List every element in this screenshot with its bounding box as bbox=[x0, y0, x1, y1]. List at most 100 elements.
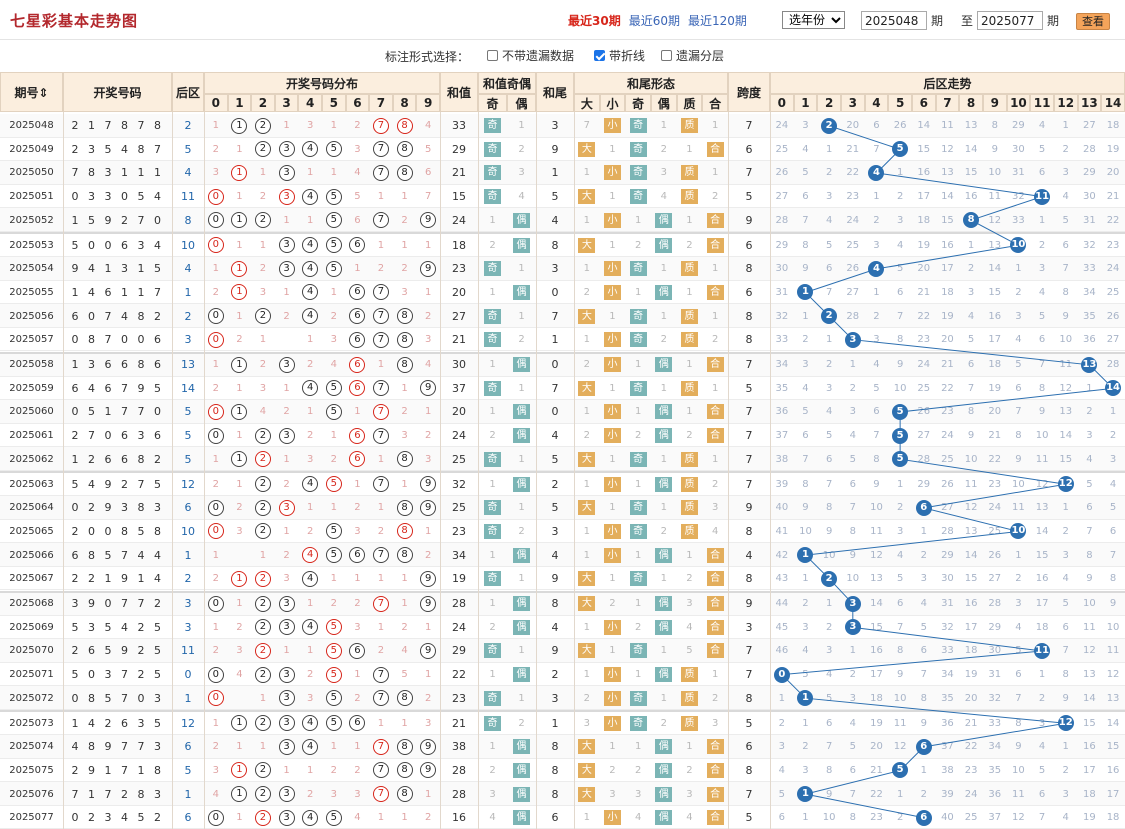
tail-form-cell: 质 bbox=[677, 520, 703, 544]
back-miss: 23 bbox=[988, 478, 1002, 490]
back-miss: 1 bbox=[1038, 669, 1046, 681]
checkbox-checked-icon[interactable] bbox=[594, 50, 605, 61]
year-select[interactable]: 选年份 bbox=[782, 11, 845, 29]
back-trend-cell-3: 6 bbox=[841, 473, 865, 497]
parity-tag: 4 bbox=[489, 812, 496, 824]
back-trend-cell-3: 7 bbox=[841, 782, 865, 806]
period-cell: 2025057 bbox=[9, 334, 54, 346]
back-miss: 13 bbox=[1083, 669, 1096, 681]
tail-form-tag: 合 bbox=[706, 284, 724, 300]
tail-cell: 9 bbox=[551, 572, 559, 586]
period-cell: 2025064 bbox=[9, 502, 54, 514]
range-link-0[interactable]: 最近30期 bbox=[568, 14, 621, 28]
view-button[interactable]: 查看 bbox=[1076, 13, 1110, 30]
dist-hit-2: 2 bbox=[254, 762, 271, 779]
winning-digit: 4 bbox=[121, 142, 128, 156]
back-value: 5 bbox=[184, 763, 192, 777]
winning-digit: 7 bbox=[121, 548, 128, 562]
back-trend-cell-13: 31 bbox=[1078, 208, 1102, 232]
back-trend-cell-4: 15 bbox=[865, 616, 889, 640]
back-miss: 1 bbox=[802, 310, 809, 322]
tail-form-tag: 偶 bbox=[655, 237, 673, 253]
tail-form-cell: 偶 bbox=[651, 473, 677, 497]
tail-form-tag: 奇 bbox=[629, 308, 647, 324]
tail-form-cell: 合 bbox=[702, 639, 728, 663]
tail-form-cell: 1 bbox=[600, 138, 626, 162]
dist-cell-4: 1 bbox=[298, 208, 322, 232]
back-trend-cell-0: 35 bbox=[770, 377, 794, 401]
back-trend-cell-11: 13 bbox=[1030, 496, 1054, 520]
back-miss: 10 bbox=[1059, 334, 1073, 346]
back-miss: 4 bbox=[825, 669, 833, 681]
winning-digit: 2 bbox=[88, 811, 95, 825]
from-period-input[interactable] bbox=[861, 11, 927, 30]
range-link-1[interactable]: 最近60期 bbox=[628, 14, 680, 28]
back-trend-cell-4: 3 bbox=[865, 234, 889, 258]
sum-cell: 29 bbox=[452, 142, 466, 156]
tail-form-tag: 1 bbox=[711, 669, 719, 681]
span-cell: 5 bbox=[745, 190, 753, 204]
back-miss: 10 bbox=[799, 525, 812, 537]
dist-hit-4: 4 bbox=[302, 188, 319, 205]
dist-miss: 1 bbox=[377, 573, 385, 585]
dist-cell-4: 2 bbox=[298, 782, 322, 806]
back-trend-cell-8: 14 bbox=[959, 543, 983, 567]
column-divider bbox=[770, 112, 771, 829]
back-miss: 1 bbox=[849, 645, 856, 657]
dist-miss: 1 bbox=[330, 167, 337, 179]
dist-hit-0: 0 bbox=[207, 499, 224, 516]
dist-miss: 2 bbox=[401, 214, 408, 226]
tail-cell: 4 bbox=[551, 213, 559, 227]
dist-cell-5: 4 bbox=[322, 353, 346, 377]
back-ball: 1 bbox=[797, 786, 814, 803]
dist-cell-9: 4 bbox=[416, 114, 440, 138]
back-trend-cell-1: 2 bbox=[794, 735, 818, 759]
back-miss: 24 bbox=[1106, 263, 1120, 275]
dist-cell-5: 5 bbox=[322, 185, 346, 209]
header-back-digit: 1 bbox=[793, 94, 818, 112]
dist-hit-3: 3 bbox=[278, 786, 295, 803]
sum-parity-cell: 2 bbox=[507, 138, 536, 162]
back-trend-cell-12: 14 bbox=[1054, 424, 1078, 448]
tail-form-tag: 小 bbox=[603, 357, 621, 373]
dist-cell-0: 1 bbox=[204, 257, 228, 281]
tail-form-tag: 质 bbox=[680, 380, 698, 396]
option-missing-layer[interactable]: 遗漏分层 bbox=[661, 47, 724, 64]
tail-cell: 5 bbox=[551, 452, 559, 466]
range-link-2[interactable]: 最近120期 bbox=[687, 14, 747, 28]
tail-form-cell: 2 bbox=[600, 759, 626, 783]
tail-form-cell: 合 bbox=[702, 543, 728, 567]
back-trend-cell-5: 8 bbox=[888, 639, 912, 663]
tail-form-cell: 4 bbox=[677, 806, 703, 829]
option-polyline[interactable]: 带折线 bbox=[594, 47, 645, 64]
winning-digit: 6 bbox=[154, 333, 161, 347]
dist-cell-5: 2 bbox=[322, 304, 346, 328]
parity-tag: 1 bbox=[489, 669, 496, 681]
tail-form-cell: 2 bbox=[702, 328, 728, 352]
back-miss: 6 bbox=[778, 812, 786, 824]
tail-form-tag: 质 bbox=[680, 500, 698, 516]
winning-digit: 2 bbox=[121, 213, 128, 227]
dist-cell-0: 1 bbox=[204, 543, 228, 567]
tail-form-cell: 质 bbox=[677, 185, 703, 209]
back-miss: 17 bbox=[1083, 764, 1096, 776]
back-trend-cell-0: 27 bbox=[770, 185, 794, 209]
header-period[interactable]: 期号⇕ bbox=[0, 72, 63, 112]
checkbox-icon[interactable] bbox=[487, 50, 498, 61]
back-miss: 15 bbox=[964, 573, 978, 585]
checkbox-icon[interactable] bbox=[661, 50, 672, 61]
tail-form-cell: 偶 bbox=[651, 208, 677, 232]
option-no-missing[interactable]: 不带遗漏数据 bbox=[487, 47, 574, 64]
period-cell: 2025062 bbox=[9, 453, 54, 465]
period-cell: 2025058 bbox=[9, 359, 54, 371]
to-period-input[interactable] bbox=[977, 11, 1043, 30]
dist-miss: 1 bbox=[330, 120, 337, 132]
winning-digit: 1 bbox=[137, 572, 145, 586]
back-value: 1 bbox=[184, 548, 192, 562]
sum-parity-cell: 偶 bbox=[507, 400, 536, 424]
back-trend-cell-11: 8 bbox=[1030, 377, 1054, 401]
tail-form-cell: 1 bbox=[702, 663, 728, 687]
span-cell: 9 bbox=[745, 213, 753, 227]
dist-hit-2: 2 bbox=[254, 619, 271, 636]
dist-hit-1: 1 bbox=[231, 284, 248, 301]
